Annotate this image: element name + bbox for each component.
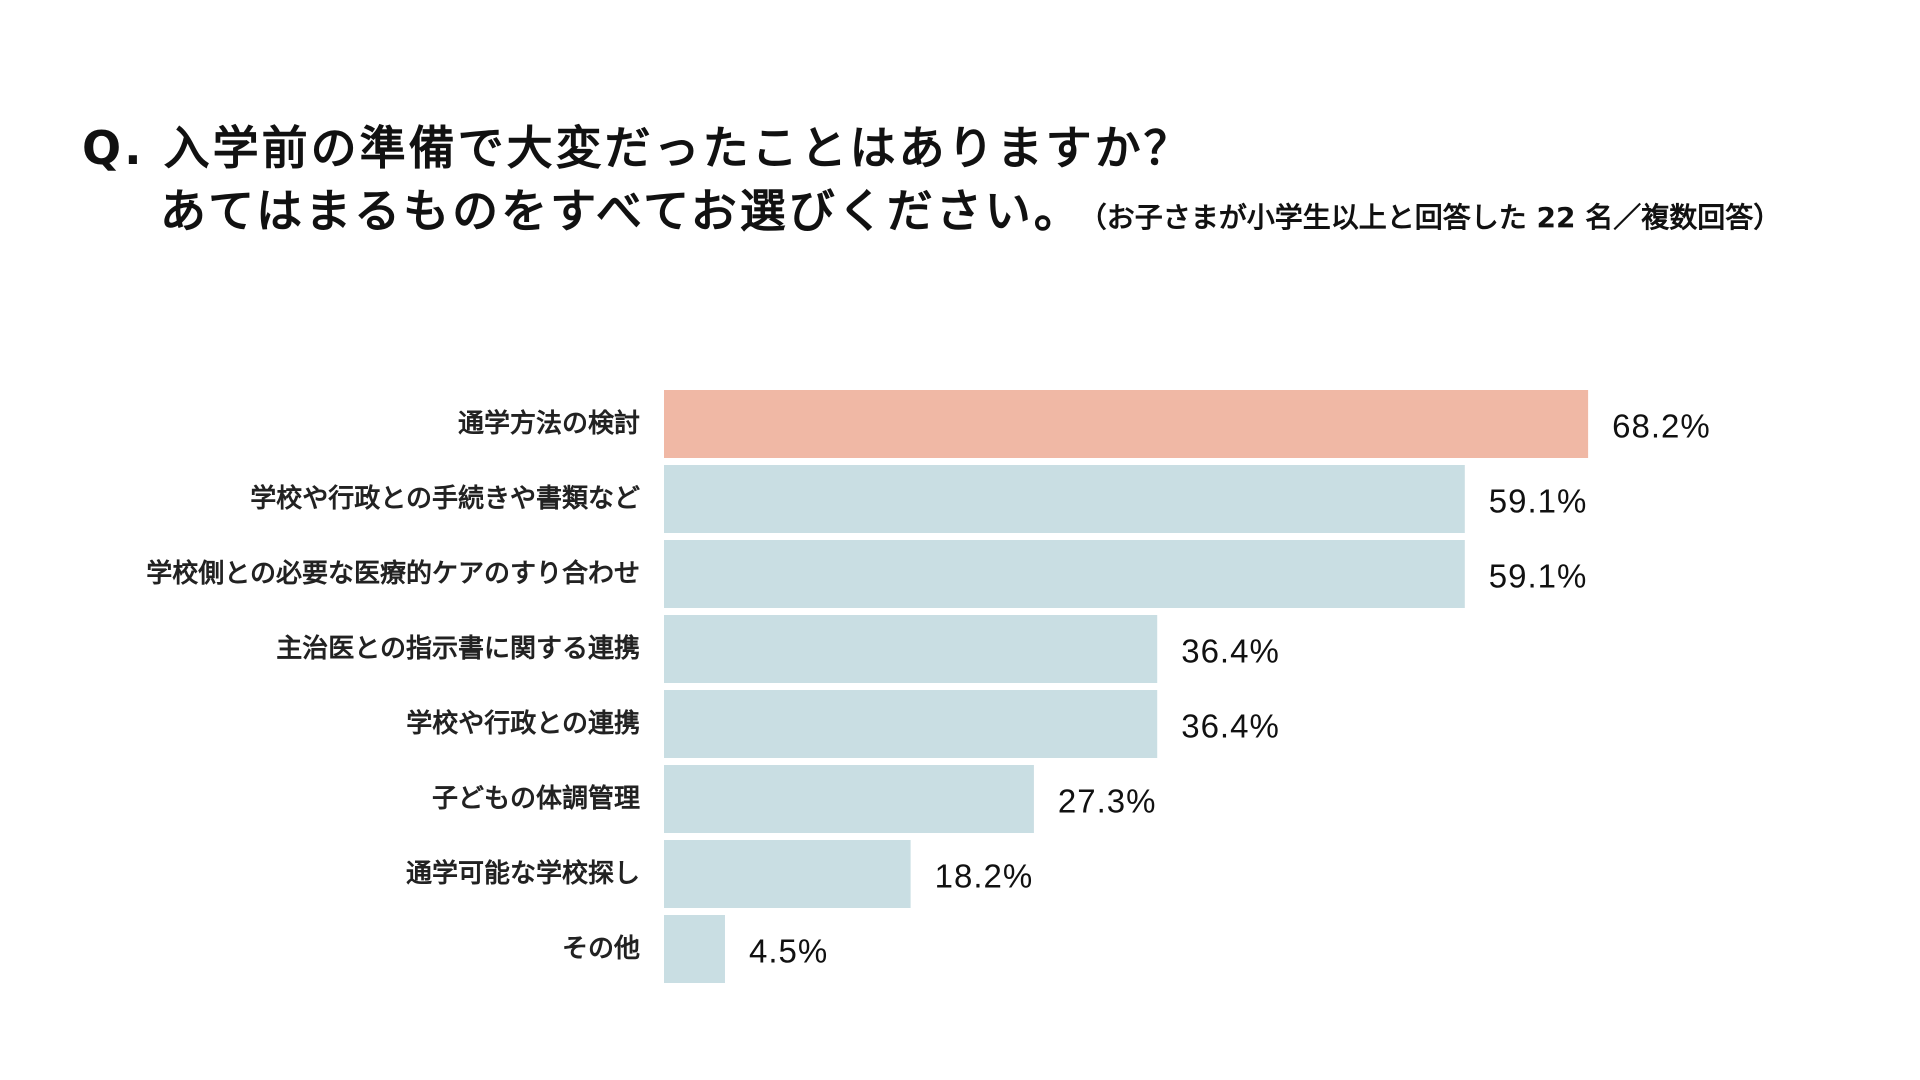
- category-label-2: 学校や行政との手続きや書類など: [250, 483, 640, 514]
- bar-4: [664, 615, 1158, 683]
- value-label-8: 4.5%: [749, 933, 828, 970]
- bar-8: [664, 915, 725, 983]
- value-label-5: 36.4%: [1181, 708, 1280, 745]
- chart-subtitle-note: （お子さまが小学生以上と回答した 22 名／複数回答）: [1092, 201, 1782, 234]
- category-label-1: 通学方法の検討: [458, 408, 640, 439]
- value-label-4: 36.4%: [1181, 633, 1280, 670]
- category-label-8: その他: [562, 934, 640, 964]
- category-label-6: 子どもの体調管理: [432, 783, 640, 814]
- value-label-1: 68.2%: [1612, 408, 1711, 445]
- category-label-3: 学校側との必要な医療的ケアのすり合わせ: [146, 558, 640, 589]
- value-label-6: 27.3%: [1058, 783, 1157, 820]
- value-label-7: 18.2%: [935, 858, 1034, 895]
- bar-1: [664, 390, 1589, 458]
- chart-title-line2: あてはまるものをすべてお選びください。 （お子さまが小学生以上と回答した 22 名…: [160, 178, 1882, 251]
- value-label-3: 59.1%: [1489, 558, 1588, 595]
- value-label-2: 59.1%: [1489, 483, 1588, 520]
- chart-title-block: Q. 入学前の準備で大変だったことはありますか？ あてはまるものをすべてお選びく…: [82, 118, 1882, 251]
- category-label-4: 主治医との指示書に関する連携: [276, 633, 640, 664]
- category-label-5: 学校や行政との連携: [406, 708, 640, 739]
- chart-title-line2-text: あてはまるものをすべてお選びください。: [160, 184, 1083, 238]
- category-label-7: 通学可能な学校探し: [406, 858, 640, 889]
- bar-5: [664, 690, 1158, 758]
- bar-7: [664, 840, 911, 908]
- bar-2: [664, 465, 1465, 533]
- chart-title-line1: Q. 入学前の準備で大変だったことはありますか？: [82, 121, 1193, 175]
- bar-3: [664, 540, 1465, 608]
- bar-6: [664, 765, 1034, 833]
